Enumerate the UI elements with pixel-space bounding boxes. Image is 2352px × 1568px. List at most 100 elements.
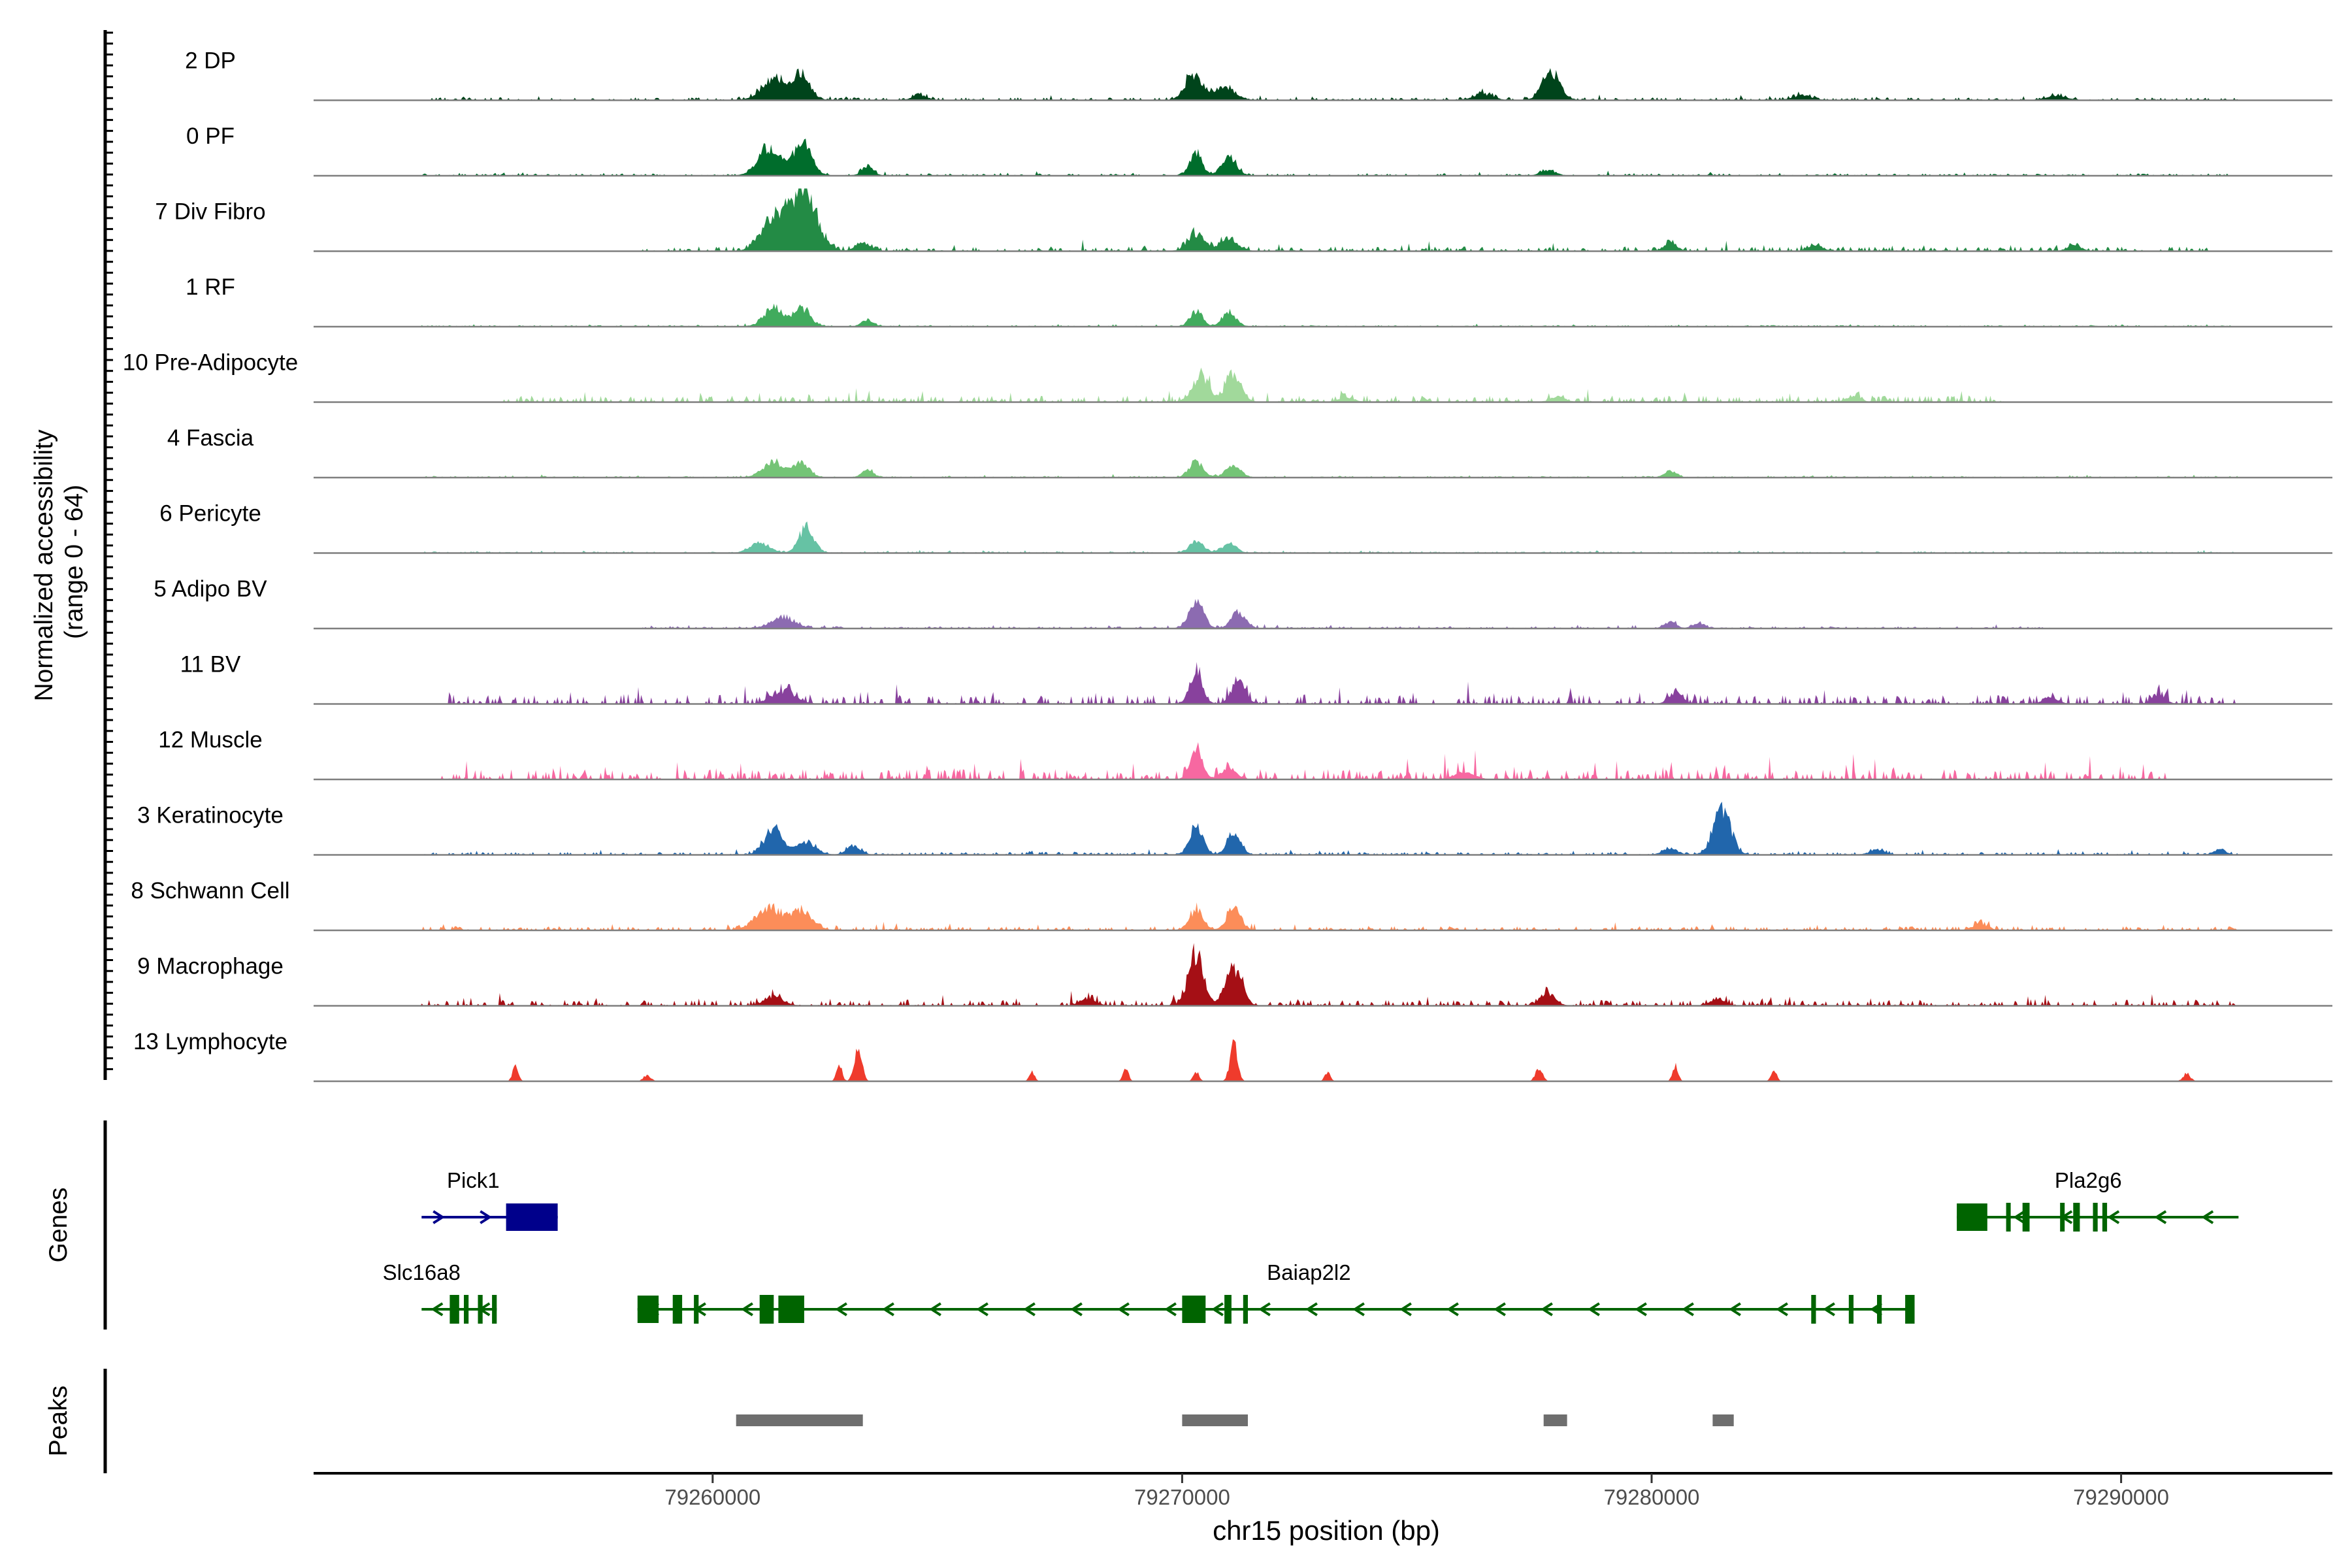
track-12-muscle: 12 Muscle	[158, 727, 2332, 781]
track-11-bv: 11 BV	[180, 652, 2332, 705]
gene-exon	[2060, 1203, 2065, 1232]
strand-chevron	[1729, 1302, 1741, 1316]
track-label: 11 BV	[180, 652, 241, 678]
gene-pick1: Pick1	[421, 1168, 558, 1231]
track-label: 2 DP	[185, 48, 236, 74]
strand-chevron	[433, 1210, 445, 1224]
peaks-panel-label: Peaks	[44, 1386, 73, 1456]
strand-chevron	[1541, 1302, 1553, 1316]
strand-chevron	[882, 1302, 894, 1316]
coverage-area	[314, 367, 2332, 402]
gene-exon	[637, 1296, 659, 1323]
strand-chevron	[2154, 1210, 2167, 1224]
track-label: 1 RF	[186, 274, 235, 300]
strand-chevron	[1776, 1302, 1788, 1316]
coverage-area	[314, 1039, 2332, 1081]
strand-chevron	[835, 1302, 847, 1316]
gene-exon	[778, 1296, 804, 1323]
coverage-area	[314, 742, 2332, 779]
strand-chevron	[431, 1302, 444, 1316]
gene-exon	[1877, 1295, 1882, 1324]
track-7-div-fibro: 7 Div Fibro	[155, 188, 2332, 252]
strand-chevron	[1258, 1302, 1271, 1316]
coverage-area	[314, 662, 2332, 704]
strand-chevron	[2013, 1210, 2026, 1224]
gene-exon	[1848, 1295, 1854, 1324]
coverage-tracks: 2 DP 0 PF 7 Div Fibro 1 RF 10 Pre-Adipocyte 4…	[123, 48, 2332, 1083]
strand-chevron	[1446, 1302, 1459, 1316]
gene-exon	[1243, 1295, 1248, 1324]
strand-chevron	[1305, 1302, 1318, 1316]
strand-chevron	[1399, 1302, 1412, 1316]
track-label: 8 Schwann Cell	[131, 878, 289, 904]
gene-baiap2l2: Baiap2l2	[637, 1260, 1915, 1324]
x-tick-label: 79270000	[1134, 1485, 1230, 1509]
strand-chevron	[1164, 1302, 1177, 1316]
coverage-area	[314, 521, 2332, 553]
x-axis-label: chr15 position (bp)	[1213, 1515, 1440, 1546]
gene-exon	[1811, 1295, 1816, 1324]
y-minor-ticks	[105, 31, 113, 1070]
peak-region-bar	[736, 1414, 863, 1426]
track-8-schwann-cell: 8 Schwann Cell	[131, 878, 2332, 932]
coverage-area	[314, 188, 2332, 252]
y-axis-label-line1: Normalized accessibility	[30, 429, 58, 702]
gene-exon	[1224, 1295, 1232, 1324]
peak-region-bar	[1712, 1414, 1734, 1426]
strand-chevron	[1117, 1302, 1130, 1316]
gene-label: Pla2g6	[2055, 1168, 2122, 1192]
peaks-panel: Peaks	[44, 1369, 1734, 1473]
track-label: 7 Div Fibro	[155, 199, 265, 225]
track-label: 6 Pericyte	[159, 501, 261, 527]
track-2-dp: 2 DP	[185, 48, 2332, 101]
gene-exon	[464, 1295, 469, 1324]
track-label: 10 Pre-Adipocyte	[123, 350, 298, 376]
strand-chevron	[1635, 1302, 1647, 1316]
track-6-pericyte: 6 Pericyte	[159, 501, 2332, 554]
track-label: 12 Muscle	[158, 727, 263, 753]
coverage-area	[314, 598, 2332, 629]
gene-exon	[478, 1295, 483, 1324]
x-tick-label: 79280000	[1604, 1485, 1700, 1509]
gene-exon	[492, 1295, 497, 1324]
strand-chevron	[1588, 1302, 1600, 1316]
gene-label: Baiap2l2	[1267, 1260, 1350, 1284]
coverage-area	[314, 943, 2332, 1006]
track-3-keratinocyte: 3 Keratinocyte	[137, 802, 2332, 856]
strand-chevron	[1352, 1302, 1365, 1316]
peak-region-bar	[1543, 1414, 1567, 1426]
gene-exon	[2006, 1203, 2011, 1232]
gene-exon	[2093, 1203, 2098, 1232]
gene-exon	[1182, 1296, 1206, 1323]
strand-chevron	[480, 1210, 492, 1224]
strand-chevron	[929, 1302, 941, 1316]
gene-models: Pick1 Pla2g6 Slc16a8 Baiap2l2	[383, 1168, 2239, 1324]
strand-chevron	[1070, 1302, 1083, 1316]
track-9-macrophage: 9 Macrophage	[137, 943, 2332, 1007]
track-0-pf: 0 PF	[186, 123, 2332, 177]
gene-exon	[694, 1295, 699, 1324]
gene-exon	[2022, 1203, 2030, 1232]
coverage-area	[314, 802, 2332, 855]
track-label: 9 Macrophage	[137, 954, 284, 979]
strand-chevron	[1682, 1302, 1694, 1316]
coverage-area	[314, 902, 2332, 930]
gene-exon	[2073, 1203, 2080, 1232]
genes-panel: Genes Pick1 Pla2g6 Slc16a8 Baiap2l2	[44, 1120, 2239, 1330]
gene-label: Pick1	[447, 1168, 500, 1192]
x-ticks: 79260000 79270000 79280000 79290000	[664, 1473, 2169, 1509]
gene-exon	[449, 1295, 459, 1324]
strand-chevron	[2201, 1210, 2214, 1224]
gene-pla2g6: Pla2g6	[1957, 1168, 2239, 1232]
gene-exon	[2102, 1203, 2108, 1232]
coverage-area	[314, 139, 2332, 176]
peak-region-bar	[1182, 1414, 1248, 1426]
strand-chevron	[741, 1302, 753, 1316]
strand-chevron	[976, 1302, 988, 1316]
gene-exon	[759, 1295, 774, 1324]
track-5-adipo-bv: 5 Adipo BV	[154, 576, 2332, 630]
strand-chevron	[1823, 1302, 1835, 1316]
gene-slc16a8: Slc16a8	[383, 1260, 497, 1324]
track-label: 5 Adipo BV	[154, 576, 267, 602]
